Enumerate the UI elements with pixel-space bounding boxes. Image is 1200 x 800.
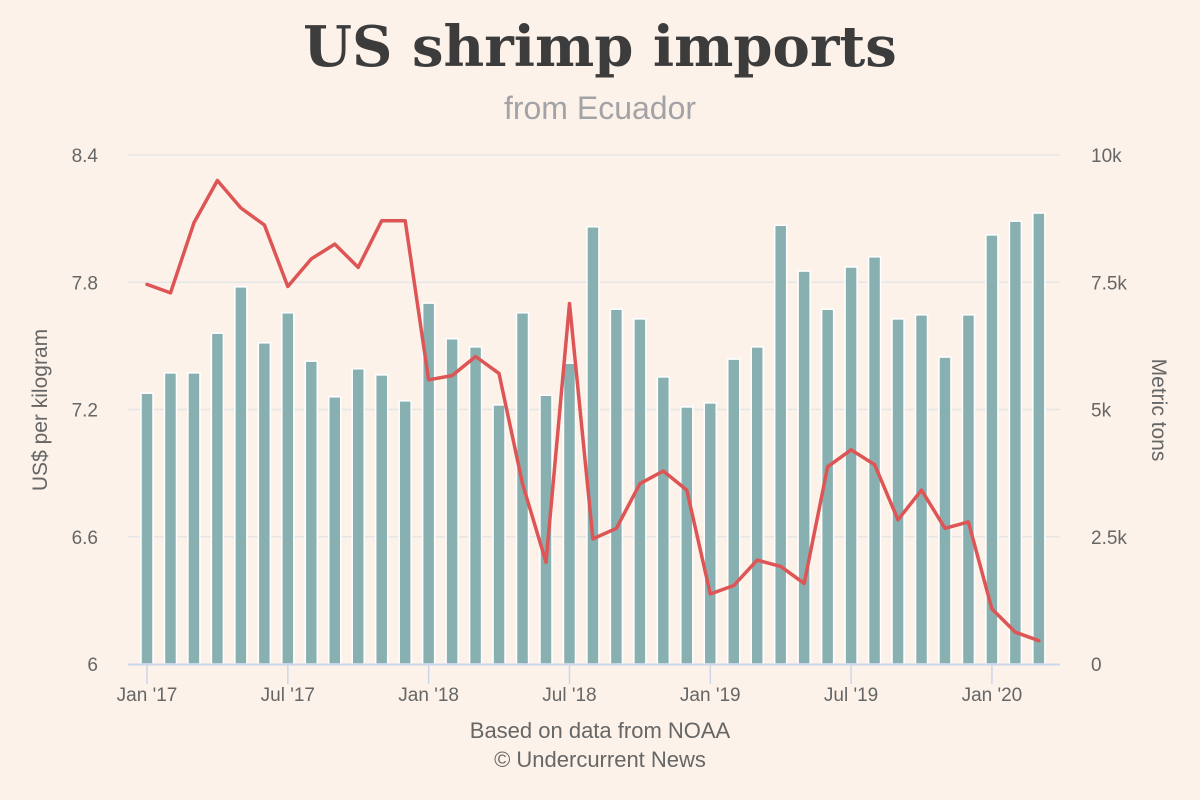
bar <box>773 224 788 665</box>
bar <box>210 332 225 665</box>
right-tick-label: 5k <box>1091 401 1112 422</box>
bar <box>1008 220 1023 665</box>
right-axis-label: Metric tons <box>1147 359 1170 462</box>
right-tick-label: 0 <box>1091 655 1102 676</box>
line-series <box>145 178 1041 643</box>
bar <box>727 358 741 665</box>
bar <box>938 356 952 665</box>
bar <box>140 392 154 665</box>
bar <box>328 396 342 665</box>
right-tick-label: 7.5k <box>1091 273 1127 294</box>
chart-subtitle: from Ecuador <box>503 90 697 126</box>
bar <box>234 286 248 665</box>
bar <box>891 318 905 665</box>
chart-title: US shrimp imports <box>303 14 897 80</box>
x-tick-label: Jan '18 <box>398 685 459 706</box>
left-tick-label: 6.6 <box>72 528 98 549</box>
x-tick-label: Jan '19 <box>680 685 741 706</box>
bar <box>609 308 624 665</box>
bar <box>398 400 412 665</box>
bar <box>304 360 319 665</box>
bar <box>656 376 671 665</box>
bar <box>1032 212 1046 665</box>
bar <box>374 374 389 665</box>
bar <box>257 342 272 665</box>
bar <box>586 226 600 665</box>
bar <box>445 337 459 665</box>
left-axis-label: US$ per kilogram <box>29 329 52 491</box>
bar <box>187 372 201 665</box>
left-tick-label: 7.2 <box>72 401 98 422</box>
axes <box>128 663 1060 684</box>
bar <box>703 402 718 665</box>
left-tick-label: 8.4 <box>72 146 99 167</box>
bar <box>468 346 483 665</box>
bar <box>163 372 178 665</box>
x-tick-label: Jul '17 <box>261 685 315 706</box>
bar <box>562 362 577 665</box>
bar <box>351 368 365 665</box>
credits: Based on data from NOAA © Undercurrent N… <box>0 716 1200 774</box>
x-tick-label: Jul '19 <box>824 685 878 706</box>
x-tick-label: Jul '18 <box>542 685 596 706</box>
bar <box>844 266 858 665</box>
x-tick-label: Jan '20 <box>962 685 1023 706</box>
source-note: Based on data from NOAA <box>469 718 731 743</box>
left-tick-label: 7.8 <box>72 273 98 294</box>
bar <box>492 404 506 665</box>
bar <box>680 406 694 665</box>
tick-labels: 6 6.6 7.2 7.8 8.4 0 2.5k 5k 7.5k 10k Jan '17 Jul '1… <box>72 146 1128 706</box>
bar <box>750 346 764 665</box>
bar <box>797 270 811 665</box>
left-tick-label: 6 <box>87 655 98 676</box>
bar <box>961 314 976 665</box>
right-tick-label: 2.5k <box>1091 528 1127 549</box>
x-tick-label: Jan '17 <box>117 685 178 706</box>
right-tick-label: 10k <box>1091 146 1122 167</box>
copyright-note: © Undercurrent News <box>494 747 706 772</box>
bar-series <box>140 212 1046 665</box>
bar <box>281 312 295 665</box>
